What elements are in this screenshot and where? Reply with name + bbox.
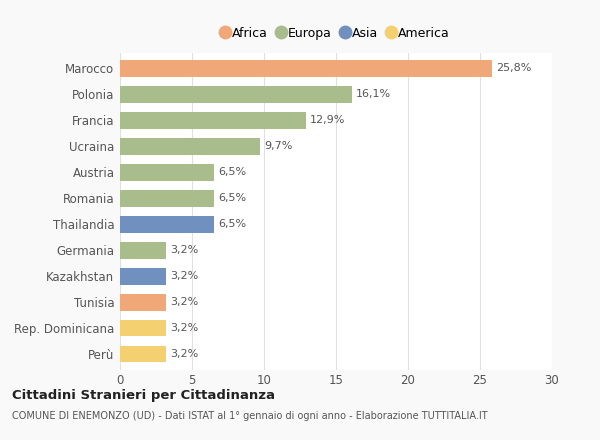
- Text: 25,8%: 25,8%: [496, 63, 531, 73]
- Bar: [120, 293, 166, 311]
- Text: 6,5%: 6,5%: [218, 193, 246, 203]
- Bar: [120, 138, 260, 155]
- Bar: [120, 164, 214, 181]
- Text: 3,2%: 3,2%: [170, 245, 199, 255]
- Bar: [120, 216, 214, 233]
- Text: 6,5%: 6,5%: [218, 219, 246, 229]
- Bar: [120, 319, 166, 337]
- Bar: [120, 60, 491, 77]
- Text: 16,1%: 16,1%: [356, 89, 391, 99]
- Bar: [120, 190, 214, 207]
- Bar: [120, 86, 352, 103]
- Bar: [120, 242, 166, 259]
- Text: Cittadini Stranieri per Cittadinanza: Cittadini Stranieri per Cittadinanza: [12, 389, 275, 403]
- Text: 9,7%: 9,7%: [264, 141, 292, 151]
- Text: 3,2%: 3,2%: [170, 349, 199, 359]
- Text: 3,2%: 3,2%: [170, 271, 199, 281]
- Text: 6,5%: 6,5%: [218, 167, 246, 177]
- Bar: [120, 112, 306, 129]
- Legend: Africa, Europa, Asia, America: Africa, Europa, Asia, America: [222, 27, 450, 40]
- Text: 3,2%: 3,2%: [170, 297, 199, 307]
- Bar: [120, 345, 166, 363]
- Text: 3,2%: 3,2%: [170, 323, 199, 333]
- Text: 12,9%: 12,9%: [310, 115, 346, 125]
- Text: COMUNE DI ENEMONZO (UD) - Dati ISTAT al 1° gennaio di ogni anno - Elaborazione T: COMUNE DI ENEMONZO (UD) - Dati ISTAT al …: [12, 411, 488, 422]
- Bar: [120, 268, 166, 285]
